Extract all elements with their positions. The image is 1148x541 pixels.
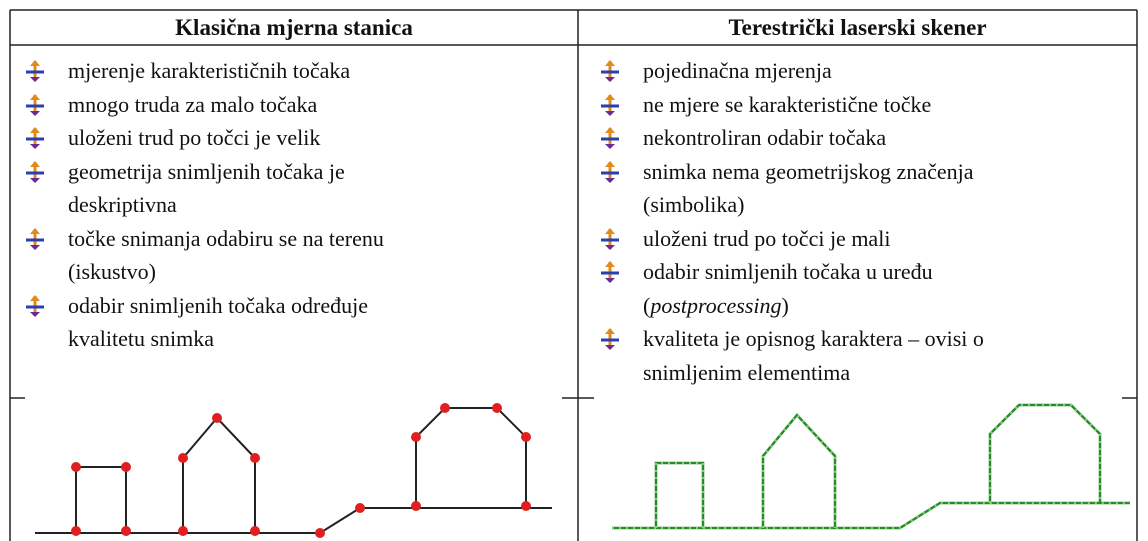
item-line: kvaliteta je opisnog karaktera – ovisi o (643, 326, 984, 351)
classic-drawing (35, 407, 552, 534)
bullet-item: geometrija snimljenih točaka je deskripti… (24, 155, 384, 222)
item-line: (iskustvo) (68, 259, 156, 284)
bullet-icon (601, 127, 619, 149)
bullet-item: točke snimanja odabiru se na terenu (isku… (24, 222, 384, 289)
bullet-item: mnogo truda za malo točaka (24, 88, 384, 122)
bullet-icon (601, 261, 619, 283)
text-segment: ) (781, 292, 789, 318)
item-line: uloženi trud po točci je mali (643, 225, 891, 251)
bullet-list: mjerenje karakterističnih točaka mnogo tr… (24, 54, 384, 356)
bullet-list: pojedinačna mjerenja ne mjere se karakter… (599, 54, 984, 389)
bullet-item: uloženi trud po točci je mali (599, 222, 984, 256)
item-line: mjerenje karakterističnih točaka (68, 58, 351, 83)
bullet-item: pojedinačna mjerenja (599, 54, 984, 88)
table-borders (9, 9, 1138, 541)
bullet-item: ne mjere se karakteristične točke (599, 88, 984, 122)
item-line: (simbolika) (643, 192, 745, 217)
bullet-item: kvaliteta je opisnog karaktera – ovisi o… (599, 322, 984, 389)
item-line: odabir snimljenih točaka određuje (68, 292, 368, 318)
bullet-item: odabir snimljenih točaka određuje kvalite… (24, 289, 384, 356)
bullet-item: mjerenje karakterističnih točaka (24, 54, 384, 88)
item-line: deskriptivna (68, 192, 177, 217)
bullet-icon (26, 93, 44, 116)
column-header: Terestrički laserski skener (728, 15, 987, 40)
item-line: točke snimanja odabiru se na terenu (68, 225, 384, 251)
bullet-item: odabir snimljenih točaka u uređu (postpro… (599, 255, 984, 322)
bullet-icon (26, 127, 44, 149)
bullet-icon (601, 160, 619, 183)
item-line: kvalitetu snimka (68, 326, 215, 351)
bullet-icon (26, 227, 44, 250)
bullet-item: snimka nema geometrijskog značenja (simbo… (599, 155, 984, 222)
item-line: uloženi trud po točci je velik (68, 125, 321, 150)
item-line: ne mjere se karakteristične točke (643, 91, 932, 117)
scanner-drawing (612, 403, 1130, 530)
bullet-icon (601, 227, 619, 250)
item-line: geometrija snimljenih točaka je (68, 158, 345, 184)
column-header: Klasična mjerna stanica (175, 15, 413, 40)
bullet-icon (601, 60, 619, 82)
item-line: (postprocessing) (643, 289, 984, 323)
bullet-icon (26, 160, 44, 183)
bullet-icon (26, 294, 44, 317)
measured-points (71, 403, 531, 538)
item-line: odabir snimljenih točaka u uređu (643, 259, 933, 284)
item-line: snimljenim elementima (643, 359, 851, 385)
bullet-item: nekontroliran odabir točaka (599, 121, 984, 155)
bullet-item: uloženi trud po točci je velik (24, 121, 384, 155)
item-line: nekontroliran odabir točaka (643, 125, 887, 150)
item-line: pojedinačna mjerenja (643, 58, 832, 83)
item-line: mnogo truda za malo točaka (68, 91, 318, 117)
bullet-icon (601, 93, 619, 116)
bullet-icon (601, 328, 619, 350)
item-line: snimka nema geometrijskog značenja (643, 158, 974, 184)
text-segment: ( (643, 292, 651, 318)
bullet-icon (26, 60, 44, 82)
text-segment: postprocessing (650, 292, 782, 318)
scanned-points (612, 403, 1130, 530)
